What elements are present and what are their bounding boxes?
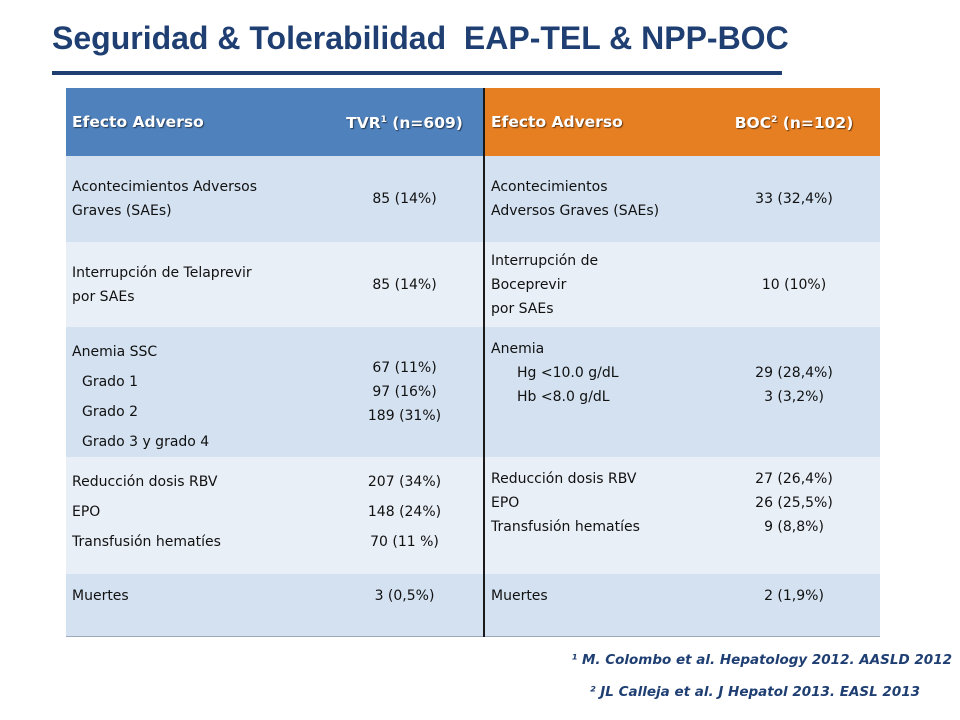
cell-line: Muertes — [491, 588, 548, 604]
cell-line: Acontecimientos — [491, 179, 608, 195]
header-boc-sup: 2 — [771, 115, 778, 126]
header-boc: BOC2 (n=102) — [708, 88, 880, 156]
reference-1: ¹ M. Colombo et al. Hepatology 2012. AAS… — [571, 652, 952, 668]
cell-line: Anemia — [491, 341, 545, 357]
header-boc-n: (n=102) — [777, 114, 854, 133]
table-row: Interrupción de Telaprevir por SAEs 85 (… — [66, 242, 880, 327]
cell-line: 2 (1,9%) — [764, 588, 824, 604]
cell-line: Transfusión hematíes — [72, 534, 221, 550]
cell-line: Grado 3 y grado 4 — [82, 434, 210, 450]
cell-line: 148 (24%) — [367, 504, 442, 520]
header-row: Efecto Adverso TVR1 (n=609) Efecto Adver… — [66, 88, 880, 156]
cell-line: Acontecimientos Adversos — [72, 179, 257, 195]
table-row: Anemia SSC Grado 1 Grado 2 Grado 3 y gra… — [66, 327, 880, 457]
row-left-effect: Anemia SSC Grado 1 Grado 2 Grado 3 y gra… — [66, 327, 326, 457]
row-tvr-value: 85 (14%) — [326, 156, 485, 242]
cell-line: Hb <8.0 g/dL — [517, 389, 610, 405]
cell-line: Grado 1 — [82, 374, 138, 390]
row-tvr-value: 3 (0,5%) — [326, 574, 485, 637]
row-right-effect: Interrupción de Boceprevir por SAEs — [484, 242, 708, 327]
cell-line: Interrupción de Telaprevir — [72, 264, 252, 281]
cell-line: EPO — [72, 504, 101, 520]
cell-line: 27 (26,4%) — [755, 471, 833, 487]
header-tvr: TVR1 (n=609) — [326, 88, 485, 156]
row-boc-value: 33 (32,4%) — [708, 156, 880, 242]
cell-line: 3 (0,5%) — [374, 588, 435, 604]
row-tvr-value: 67 (11%) 97 (16%) 189 (31%) — [326, 327, 485, 457]
row-boc-value: 29 (28,4%) 3 (3,2%) — [708, 327, 880, 457]
cell-line: 29 (28,4%) — [755, 365, 833, 381]
header-tvr-sup: 1 — [380, 115, 387, 126]
cell-line: 207 (34%) — [367, 474, 442, 490]
cell-line: 97 (16%) — [372, 384, 437, 400]
slide-title: Seguridad & Tolerabilidad EAP-TEL & NPP-… — [52, 20, 789, 56]
cell-line: Grado 2 — [82, 404, 138, 420]
row-right-effect: Anemia Hg <10.0 g/dL Hb <8.0 g/dL — [484, 327, 708, 457]
cell-line: 70 (11 %) — [370, 534, 439, 550]
cell-line: Hg <10.0 g/dL — [517, 365, 619, 381]
title-underline — [52, 71, 782, 75]
cell-line: Reducción dosis RBV — [72, 474, 218, 490]
row-right-effect: Acontecimientos Adversos Graves (SAEs) — [484, 156, 708, 242]
cell-line: 9 (8,8%) — [764, 519, 824, 535]
table-row: Reducción dosis RBV EPO Transfusión hema… — [66, 457, 880, 574]
table-row: Muertes 3 (0,5%) Muertes 2 (1,9%) — [66, 574, 880, 637]
row-right-effect: Muertes — [484, 574, 708, 637]
cell-line: 33 (32,4%) — [755, 191, 833, 207]
row-tvr-value: 85 (14%) — [326, 242, 485, 327]
cell-line: Boceprevir — [491, 276, 567, 293]
row-boc-value: 2 (1,9%) — [708, 574, 880, 637]
row-boc-value: 10 (10%) — [708, 242, 880, 327]
cell-line: por SAEs — [72, 288, 135, 305]
cell-line: Muertes — [72, 588, 129, 604]
reference-2: ² JL Calleja et al. J Hepatol 2013. EASL… — [589, 684, 920, 700]
row-left-effect: Acontecimientos Adversos Graves (SAEs) — [66, 156, 326, 242]
header-tvr-n: (n=609) — [386, 114, 463, 133]
cell-line: 26 (25,5%) — [755, 495, 833, 511]
cell-line: Adversos Graves (SAEs) — [491, 203, 660, 219]
cell-line: 3 (3,2%) — [764, 389, 824, 405]
row-left-effect: Reducción dosis RBV EPO Transfusión hema… — [66, 457, 326, 574]
cell-line: 85 (14%) — [372, 191, 437, 207]
cell-line: 10 (10%) — [761, 276, 827, 293]
header-tvr-label: TVR — [346, 114, 381, 133]
row-left-effect: Muertes — [66, 574, 326, 637]
row-tvr-value: 207 (34%) 148 (24%) 70 (11 %) — [326, 457, 485, 574]
cell-line: Interrupción de — [491, 252, 599, 269]
cell-line: Graves (SAEs) — [72, 203, 172, 219]
cell-line: EPO — [491, 495, 520, 511]
cell-line: 67 (11%) — [372, 360, 437, 376]
header-boc-label: BOC — [734, 114, 772, 133]
header-left-effect: Efecto Adverso — [66, 88, 326, 156]
row-right-effect: Reducción dosis RBV EPO Transfusión hema… — [484, 457, 708, 574]
cell-line: por SAEs — [491, 300, 554, 317]
row-left-effect: Interrupción de Telaprevir por SAEs — [66, 242, 326, 327]
cell-line: Anemia SSC — [72, 344, 158, 360]
cell-line: Reducción dosis RBV — [491, 471, 637, 487]
header-right-effect: Efecto Adverso — [484, 88, 708, 156]
row-boc-value: 27 (26,4%) 26 (25,5%) 9 (8,8%) — [708, 457, 880, 574]
cell-line: 85 (14%) — [372, 276, 437, 293]
cell-line: Transfusión hematíes — [491, 519, 640, 535]
adverse-events-table: Efecto Adverso TVR1 (n=609) Efecto Adver… — [66, 88, 880, 637]
cell-line: 189 (31%) — [367, 408, 442, 424]
table-row: Acontecimientos Adversos Graves (SAEs) 8… — [66, 156, 880, 242]
